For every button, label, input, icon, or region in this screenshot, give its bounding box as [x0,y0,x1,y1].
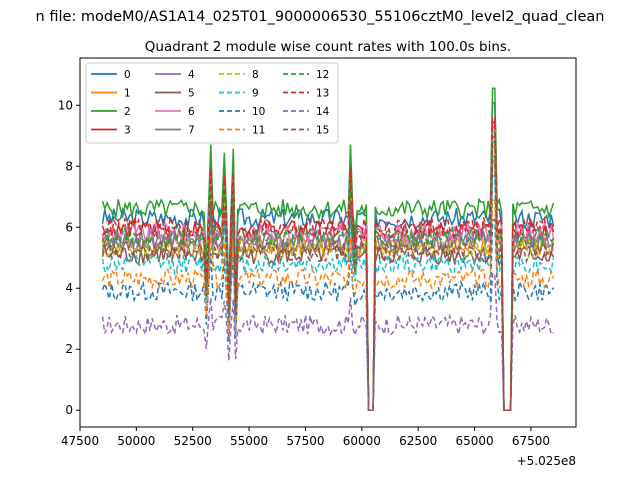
legend-label-2: 2 [124,106,131,118]
series-line-15 [101,155,555,411]
x-tick-label: 65000 [455,434,493,448]
y-tick-label: 4 [65,281,73,295]
y-tick-label: 0 [65,403,73,417]
y-tick-label: 2 [65,342,73,356]
series-line-0 [101,102,555,411]
series-line-12 [101,131,555,411]
x-tick-label: 52500 [174,434,212,448]
chart-title: Quadrant 2 module wise count rates with … [145,39,511,55]
series-line-2 [101,87,555,411]
axes-frame [79,57,577,428]
x-tick-label: 57500 [286,434,324,448]
legend-label-11: 11 [252,125,265,137]
x-tick-label: 50000 [117,434,155,448]
x-tick-label: 60000 [343,434,381,448]
legend-box [85,62,339,144]
legend-label-0: 0 [124,69,131,81]
series-line-9 [101,175,555,411]
legend-label-4: 4 [188,69,195,81]
legend-label-6: 6 [188,106,195,118]
legend-label-5: 5 [188,88,195,100]
legend-label-13: 13 [316,88,329,100]
x-tick-label: 62500 [399,434,437,448]
legend-label-7: 7 [188,125,195,137]
series-line-8 [101,150,555,411]
x-axis: 47500 50000 52500 55000 57500 60000 62500 65000… [61,427,550,448]
legend-label-15: 15 [316,125,329,137]
figure-suptitle: n file: modeM0/AS1A14_025T01_9000006530_… [36,9,605,25]
x-tick-label: 47500 [61,434,99,448]
legend-label-12: 12 [316,69,329,81]
series-line-13 [101,116,555,411]
legend-label-3: 3 [124,125,131,137]
x-axis-offset-label: +5.025e8 [517,454,576,468]
y-axis: 0 2 4 6 8 10 [58,98,80,417]
series-line-11 [101,199,555,411]
y-tick-label: 6 [65,220,73,234]
x-tick-label: 67500 [512,434,550,448]
legend-label-8: 8 [252,69,259,81]
legend-label-1: 1 [124,88,131,100]
x-tick-label: 55000 [230,434,268,448]
legend-label-10: 10 [252,106,265,118]
y-tick-label: 8 [65,159,73,173]
plot-lines [101,87,555,411]
legend-label-14: 14 [316,106,330,118]
legend-label-9: 9 [252,88,259,100]
series-line-10 [101,219,555,411]
series-line-14 [101,272,554,411]
y-tick-label: 10 [58,98,73,112]
